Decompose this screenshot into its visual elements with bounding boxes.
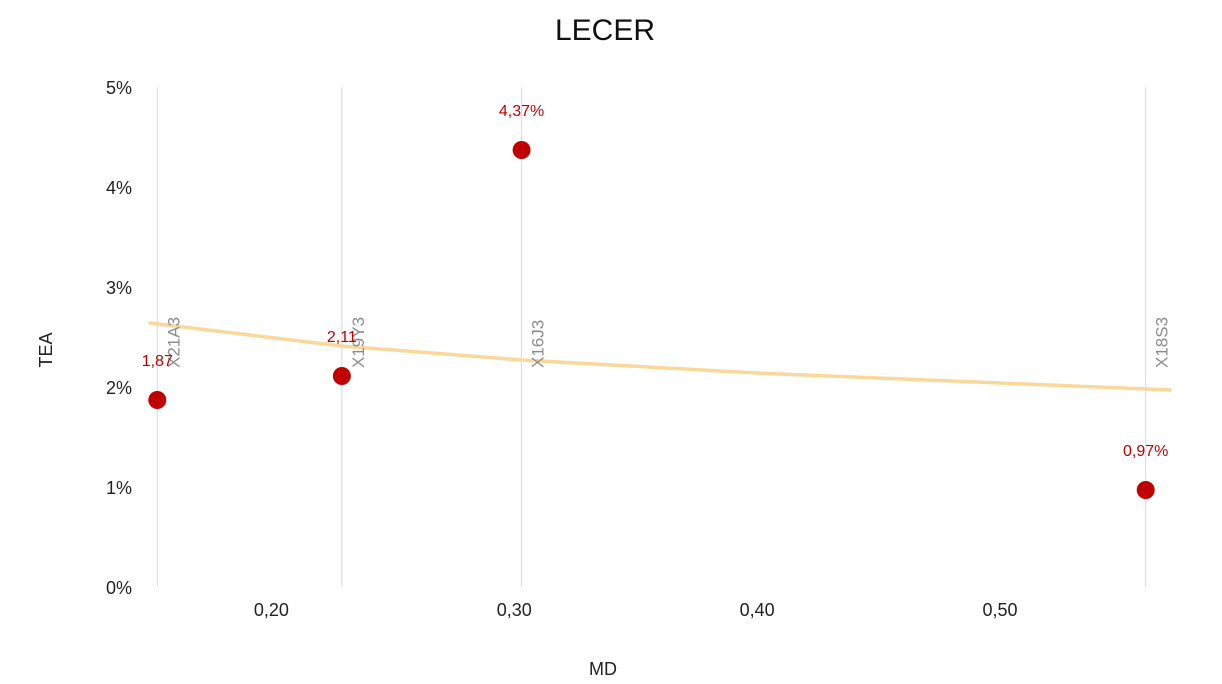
x-tick-label: 0,20 [254, 600, 289, 620]
y-tick-label: 2% [106, 378, 132, 398]
trendline [148, 321, 1172, 392]
chart-title: LECER [555, 14, 655, 47]
y-tick-label: 0% [106, 578, 132, 598]
x-axis-ticks: 0,20 0,30 0,40 0,50 [254, 600, 1018, 620]
data-points [148, 141, 1155, 499]
y-axis-ticks: 0% 1% 2% 3% 4% 5% [106, 78, 132, 598]
value-label-x21a3: 1,87 [142, 353, 173, 370]
name-label-x18s3: X18S3 [1153, 317, 1172, 368]
value-label-x19y3: 2,11 [327, 329, 357, 346]
y-tick-label: 3% [106, 278, 132, 298]
value-label-x16j3: 4,37% [499, 103, 544, 120]
y-tick-label: 1% [106, 478, 132, 498]
value-label-x18s3: 0,97% [1123, 443, 1168, 460]
x-tick-label: 0,40 [740, 600, 775, 620]
name-label-x21a3: X21A3 [164, 317, 183, 368]
x-axis-label: MD [589, 659, 617, 679]
point-value-labels: 1,87 2,11 4,37% 0,97% [142, 103, 1169, 460]
x-tick-label: 0,50 [982, 600, 1017, 620]
point-x16j3 [512, 141, 531, 159]
point-x19y3 [332, 367, 351, 385]
point-name-labels: X21A3 X19Y3 X16J3 X18S3 [164, 317, 1171, 368]
y-tick-label: 4% [106, 178, 132, 198]
name-label-x16j3: X16J3 [529, 320, 548, 368]
y-tick-label: 5% [106, 78, 132, 98]
name-label-x19y3: X19Y3 [349, 317, 368, 368]
y-axis-label: TEA [36, 332, 56, 367]
point-x21a3 [148, 391, 167, 409]
trendline-group [148, 321, 1172, 392]
point-gridlines [156, 87, 1147, 587]
point-x18s3 [1136, 481, 1155, 499]
x-tick-label: 0,30 [497, 600, 532, 620]
